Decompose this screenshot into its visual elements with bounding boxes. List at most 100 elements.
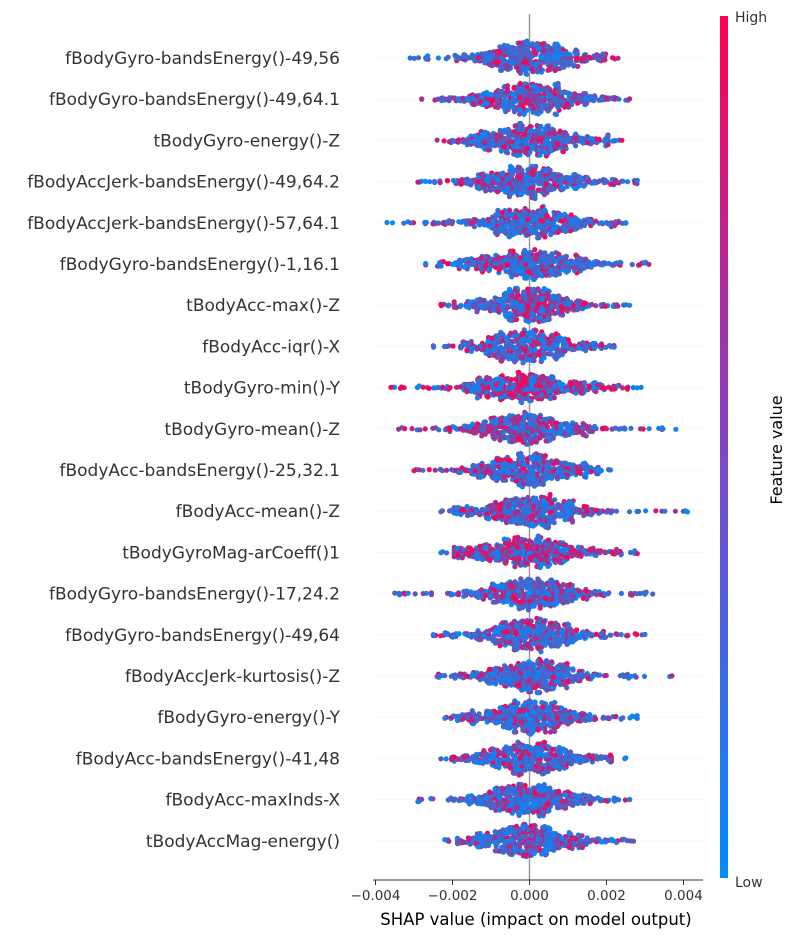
shap-point	[494, 345, 500, 351]
shap-point	[547, 347, 553, 353]
shap-point	[466, 304, 472, 310]
shap-point	[444, 261, 451, 267]
shap-point	[477, 298, 483, 304]
shap-point	[597, 178, 603, 184]
shap-point	[474, 382, 480, 388]
shap-point	[542, 139, 548, 145]
shap-point	[520, 49, 526, 55]
shap-point	[607, 221, 613, 228]
shap-point	[571, 265, 578, 271]
shap-point	[539, 392, 545, 398]
shap-point	[611, 344, 617, 350]
shap-point	[567, 228, 574, 234]
shap-point	[401, 220, 407, 226]
shap-point	[503, 213, 509, 219]
shap-point	[467, 299, 473, 305]
shap-point	[601, 138, 608, 144]
shap-point	[535, 86, 541, 92]
shap-point	[513, 46, 519, 52]
shap-point	[510, 92, 516, 98]
shap-point	[537, 271, 543, 277]
shap-point	[544, 176, 550, 182]
shap-point	[492, 261, 498, 267]
shap-point	[510, 96, 516, 103]
shap-point	[504, 86, 510, 92]
shap-point	[573, 47, 579, 53]
shap-point	[562, 217, 568, 223]
shap-point	[548, 148, 555, 154]
shap-point	[522, 310, 528, 316]
shap-point	[528, 435, 534, 441]
shap-point	[486, 61, 492, 67]
shap-point	[411, 55, 417, 61]
shap-point	[552, 310, 558, 316]
shap-point	[471, 56, 477, 63]
shap-point	[504, 65, 510, 71]
shap-point	[554, 342, 560, 348]
shap-point	[508, 330, 514, 336]
shap-point	[472, 301, 478, 307]
shap-point	[532, 50, 538, 56]
shap-point	[563, 52, 569, 58]
shap-point	[552, 354, 558, 360]
shap-point	[517, 95, 523, 101]
shap-point	[515, 292, 521, 298]
shap-point	[501, 144, 507, 150]
shap-point	[498, 44, 504, 50]
shap-point	[490, 218, 496, 224]
shap-point	[441, 138, 447, 144]
shap-point	[548, 104, 554, 110]
shap-point	[479, 433, 485, 439]
shap-point	[451, 299, 457, 305]
shap-point	[436, 220, 442, 226]
shap-point	[582, 300, 588, 306]
shap-point	[407, 55, 413, 61]
shap-point	[445, 178, 451, 184]
shap-point	[528, 94, 534, 100]
shap-point	[501, 300, 507, 306]
shap-point	[538, 54, 544, 60]
shap-point	[460, 95, 466, 101]
shap-point	[530, 287, 536, 293]
shap-point	[498, 218, 504, 224]
shap-point	[466, 340, 472, 346]
shap-point	[555, 335, 561, 341]
shap-point	[491, 390, 497, 396]
shap-point	[554, 142, 560, 148]
shap-point	[435, 55, 441, 61]
shap-point	[469, 52, 475, 58]
shap-point	[487, 49, 493, 56]
shap-point	[419, 96, 425, 102]
shap-point	[477, 387, 483, 393]
shap-point	[506, 286, 513, 292]
shap-point	[508, 293, 515, 299]
shap-point	[482, 130, 488, 137]
shap-point	[511, 383, 517, 389]
shap-point	[550, 135, 556, 141]
shap-point	[483, 188, 489, 194]
shap-point	[522, 187, 528, 193]
shap-point	[469, 220, 475, 226]
shap-point	[588, 141, 594, 147]
shap-point	[552, 91, 558, 97]
shap-point	[557, 423, 564, 429]
shap-point	[582, 380, 588, 386]
shap-point	[513, 376, 519, 382]
shap-point	[448, 220, 454, 226]
shap-point	[600, 260, 607, 266]
shap-point	[592, 180, 598, 186]
shap-point	[534, 94, 540, 100]
shap-point	[481, 419, 487, 425]
shap-point	[496, 59, 502, 65]
shap-point	[518, 268, 524, 274]
shap-point	[533, 373, 539, 379]
shap-point	[434, 137, 440, 143]
shap-point	[611, 383, 617, 389]
shap-point	[554, 216, 560, 222]
shap-point	[513, 299, 519, 305]
shap-point	[523, 146, 529, 152]
shap-point	[495, 98, 501, 104]
shap-point	[580, 140, 587, 146]
shap-point	[518, 55, 524, 61]
